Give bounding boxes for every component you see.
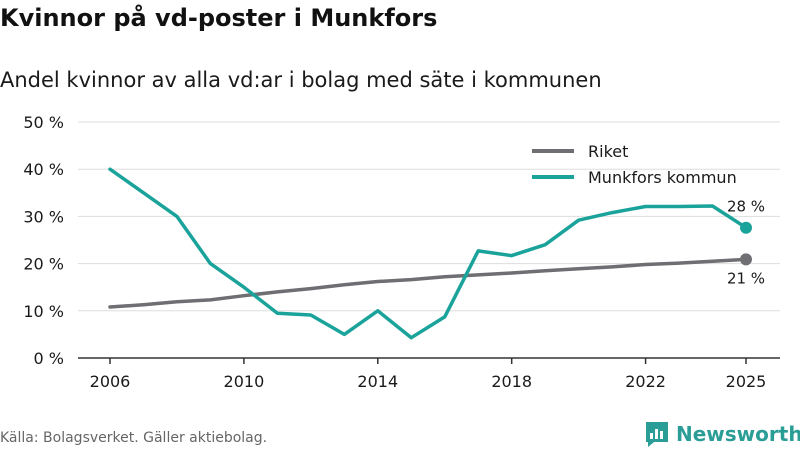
riket-line <box>108 257 748 309</box>
source-note: Källa: Bolagsverket. Gäller aktiebolag. <box>0 430 268 446</box>
newsworthy-icon <box>646 422 668 447</box>
x-tick-label: 2025 <box>726 372 767 391</box>
x-tick-label: 2018 <box>491 372 532 391</box>
brand-name: Newsworthy <box>676 422 800 446</box>
legend-label: Munkfors kommun <box>588 168 737 187</box>
x-tick-label: 2014 <box>357 372 398 391</box>
munkfors-line-end-label: 28 % <box>727 198 765 216</box>
y-tick-label: 50 % <box>23 113 64 132</box>
x-tick-label: 2010 <box>224 372 265 391</box>
riket-line-end-label: 21 % <box>727 269 765 287</box>
y-tick-label: 40 % <box>23 160 64 179</box>
y-tick-label: 0 % <box>34 349 64 368</box>
y-tick-label: 20 % <box>23 255 64 274</box>
x-tick-label: 2006 <box>90 372 131 391</box>
munkfors-line <box>108 167 748 340</box>
x-tick-label: 2022 <box>625 372 666 391</box>
brand-logo: Newsworthy <box>644 420 800 448</box>
legend-label: Riket <box>588 142 628 161</box>
y-tick-label: 10 % <box>23 302 64 321</box>
munkfors-line-end-point <box>740 221 752 234</box>
riket-line-end-point <box>740 253 752 266</box>
y-tick-label: 30 % <box>23 207 64 226</box>
chart-subtitle: Andel kvinnor av alla vd:ar i bolag med … <box>0 68 602 92</box>
chart-title: Kvinnor på vd-poster i Munkfors <box>0 4 438 32</box>
